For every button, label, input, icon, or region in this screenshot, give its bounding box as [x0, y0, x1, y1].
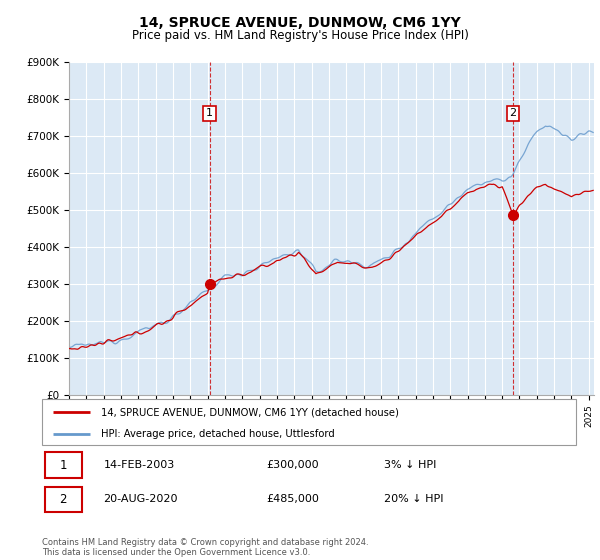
Text: 2: 2	[59, 493, 67, 506]
FancyBboxPatch shape	[44, 487, 82, 512]
Text: 1: 1	[206, 109, 213, 118]
Text: 20-AUG-2020: 20-AUG-2020	[103, 494, 178, 505]
Text: £300,000: £300,000	[266, 460, 319, 470]
Text: 20% ↓ HPI: 20% ↓ HPI	[384, 494, 443, 505]
Text: 14, SPRUCE AVENUE, DUNMOW, CM6 1YY (detached house): 14, SPRUCE AVENUE, DUNMOW, CM6 1YY (deta…	[101, 407, 398, 417]
Text: 3% ↓ HPI: 3% ↓ HPI	[384, 460, 436, 470]
Text: £485,000: £485,000	[266, 494, 319, 505]
Text: Contains HM Land Registry data © Crown copyright and database right 2024.
This d: Contains HM Land Registry data © Crown c…	[42, 538, 368, 557]
FancyBboxPatch shape	[44, 452, 82, 478]
Text: HPI: Average price, detached house, Uttlesford: HPI: Average price, detached house, Uttl…	[101, 429, 334, 438]
Text: 2: 2	[509, 109, 517, 118]
Text: Price paid vs. HM Land Registry's House Price Index (HPI): Price paid vs. HM Land Registry's House …	[131, 29, 469, 42]
Text: 14-FEB-2003: 14-FEB-2003	[103, 460, 175, 470]
FancyBboxPatch shape	[42, 399, 576, 445]
Text: 14, SPRUCE AVENUE, DUNMOW, CM6 1YY: 14, SPRUCE AVENUE, DUNMOW, CM6 1YY	[139, 16, 461, 30]
Text: 1: 1	[59, 459, 67, 472]
